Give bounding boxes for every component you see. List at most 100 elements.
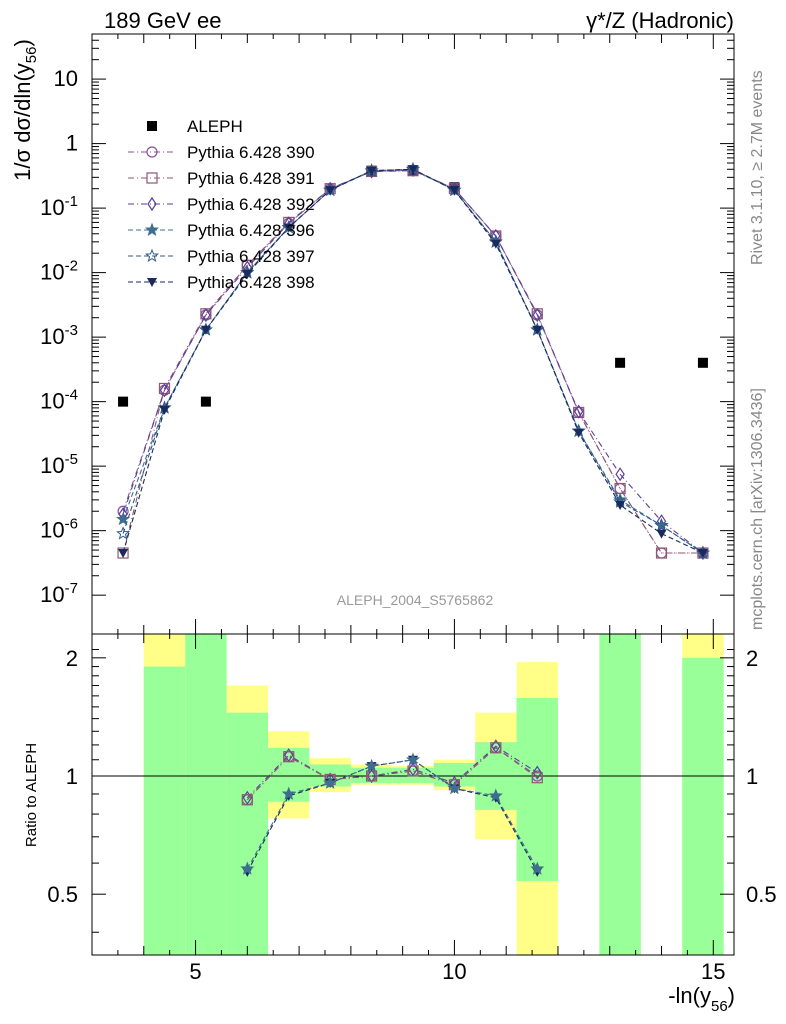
data-point [366, 166, 377, 176]
ratio-ylabel: Ratio to ALEPH [23, 743, 40, 847]
ratio-point [406, 752, 420, 766]
ratio-uncertainty-bands [92, 634, 734, 955]
ratio-point [490, 742, 502, 754]
y-tick-label: 10-7 [40, 580, 78, 607]
main-plot-area [92, 34, 734, 634]
rivet-label: Rivet 3.1.10, ≥ 2.7M events [749, 70, 766, 265]
series-line [122, 169, 704, 554]
series-pythia-6-428-398 [118, 165, 708, 559]
y-tick-label: 10-2 [40, 258, 78, 285]
band-green [682, 657, 724, 955]
main-frame-bg [92, 34, 734, 634]
ratio-series-pythia-6-428-391 [241, 742, 543, 806]
band-green [185, 634, 227, 955]
data-point [490, 239, 501, 249]
data-point [325, 186, 336, 196]
y-tick-label: 10-6 [40, 516, 78, 543]
band-green [226, 712, 269, 955]
ratio-point [241, 794, 253, 806]
data-point [118, 549, 129, 559]
band-green [599, 634, 641, 955]
legend-entry: Pythia 6.428 392 [128, 195, 315, 214]
legend-label: Pythia 6.428 398 [187, 273, 315, 292]
x-tick-label: 10 [442, 959, 466, 984]
ratio-point [408, 762, 418, 777]
data-point [615, 357, 626, 368]
ratio-series-pythia-6-428-396 [240, 752, 545, 875]
legend-label: Pythia 6.428 396 [187, 221, 315, 240]
main-series-layer [116, 161, 710, 561]
data-point [532, 307, 542, 323]
legend: ALEPH Pythia 6.428 390 Pythia 6.428 391 Pyt… [128, 117, 315, 292]
x-tick-label: 15 [701, 959, 725, 984]
ratio-point [531, 772, 543, 784]
data-point [200, 396, 211, 407]
main-axes: 10-7 10-6 10-5 10-4 10-3 10-2 10-1 1 10 [40, 33, 735, 635]
data-point [697, 549, 708, 559]
main-panel: 10-7 10-6 10-5 10-4 10-3 10-2 10-1 1 10 1/σ dσ/d… [10, 33, 735, 635]
data-point [242, 270, 253, 280]
band-green [516, 698, 558, 882]
ratio-y-tick-label: 0.5 [47, 882, 78, 907]
ratio-line [246, 759, 538, 870]
y-tick-label: 10-1 [40, 193, 78, 220]
series-line [122, 170, 703, 554]
legend-marker [147, 196, 157, 212]
band-green [350, 767, 393, 783]
ratio-y-tick-label: 1 [66, 764, 78, 789]
ratio-line [246, 745, 538, 799]
x-tick-label: 5 [189, 959, 201, 984]
data-point [116, 511, 131, 526]
ratio-frame [91, 633, 735, 956]
ratio-point [447, 781, 462, 795]
y-tick-label: 10-5 [40, 451, 78, 478]
ratio-y-tick-label-right: 0.5 [746, 882, 777, 907]
data-point [573, 404, 584, 419]
legend-entry: Pythia 6.428 391 [128, 169, 315, 188]
legend-label: ALEPH [187, 117, 243, 136]
ratio-axes: 0.5 0.5 1 1 2 2 5 10 15 [47, 633, 777, 984]
data-point [449, 186, 460, 196]
legend-marker [147, 121, 157, 131]
data-point [200, 325, 211, 335]
right-title: γ*/Z (Hadronic) [586, 8, 734, 33]
data-point [118, 396, 129, 407]
data-point [408, 165, 418, 175]
data-point [532, 325, 543, 335]
data-point [116, 526, 131, 540]
legend-entry: Pythia 6.428 396 [128, 221, 315, 240]
legend-label: Pythia 6.428 391 [187, 169, 315, 188]
ratio-point [281, 786, 296, 800]
ratio-point [364, 758, 379, 772]
data-point [654, 518, 669, 532]
mcplots-label: mcplots.cern.ch [arXiv:1306.3436] [749, 388, 766, 630]
series-line [122, 168, 704, 554]
ratio-point [366, 768, 377, 784]
legend-label: Pythia 6.428 390 [187, 143, 315, 162]
ratio-panel: 0.5 0.5 1 1 2 2 5 10 15 Ratio to ALEPH -ln(y56) [23, 633, 777, 1015]
ratio-line [246, 747, 538, 801]
legend-marker [146, 172, 158, 184]
main-ylabel: 1/σ dσ/dln(y56) [10, 39, 40, 181]
data-point [159, 383, 170, 398]
legend-marker [145, 222, 159, 237]
left-title: 189 GeV ee [104, 8, 221, 33]
data-point [697, 357, 708, 368]
legend-label: Pythia 6.428 397 [187, 247, 315, 266]
y-tick-label: 10-4 [40, 387, 78, 414]
ratio-y-tick-label-right: 2 [746, 646, 758, 671]
data-point [615, 500, 626, 510]
ratio-point [532, 765, 542, 780]
legend-marker [147, 278, 157, 287]
ratio-series-layer [240, 739, 545, 877]
y-tick-label: 10 [54, 66, 78, 91]
ratio-point [283, 751, 295, 763]
x-axis-label: -ln(y56) [668, 983, 735, 1015]
data-point [159, 405, 170, 415]
ratio-point [240, 861, 255, 875]
legend-marker [146, 146, 158, 158]
ratio-point [242, 790, 253, 805]
band-green [143, 666, 186, 955]
data-point [615, 467, 625, 482]
ratio-y-tick-label-right: 1 [746, 764, 758, 789]
